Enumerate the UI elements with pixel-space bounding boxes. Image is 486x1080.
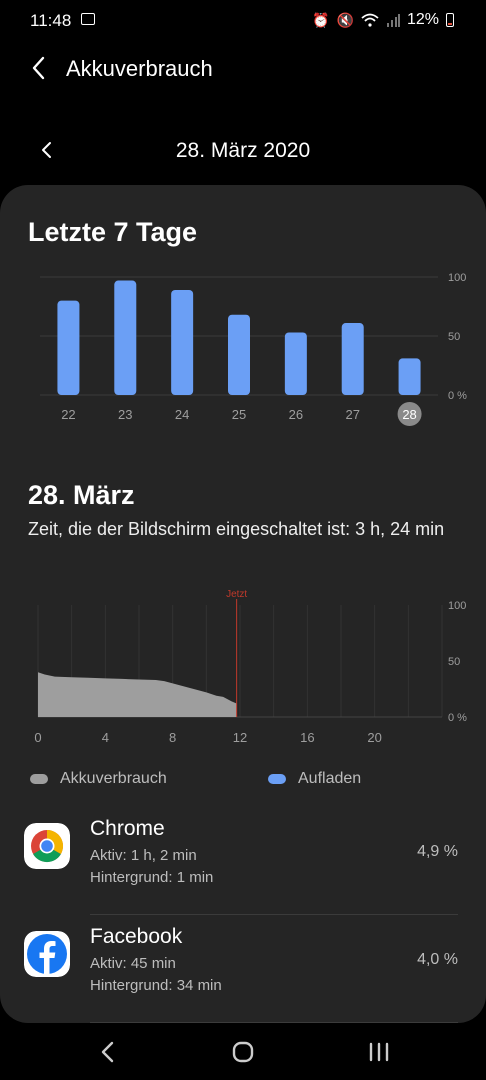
image-icon	[81, 13, 95, 25]
day-usage-chart: 100 50 0 % Jetzt 0 4 8 12 16 20	[34, 589, 467, 745]
y-tick-label: 0 %	[448, 390, 467, 402]
day-title: 28. März	[28, 480, 135, 510]
app-row-chrome[interactable]: Chrome Aktiv: 1 h, 2 min Hintergrund: 1 …	[0, 807, 486, 915]
bar	[341, 323, 364, 395]
bar	[114, 280, 137, 395]
signal-icon	[386, 14, 400, 27]
legend-usage: Akkuverbrauch	[30, 770, 167, 788]
bar	[228, 314, 250, 395]
date-navigator: 28. März 2020	[0, 130, 486, 170]
app-background-time: Hintergrund: 34 min	[90, 977, 222, 994]
x-tick-label: 25	[232, 407, 246, 422]
row-divider	[90, 914, 458, 915]
previous-day-chevron-icon[interactable]	[36, 138, 58, 162]
y-tick-label: 100	[448, 272, 466, 284]
legend-usage-label: Akkuverbrauch	[60, 770, 167, 787]
app-row-facebook[interactable]: Facebook Aktiv: 45 min Hintergrund: 34 m…	[0, 915, 486, 1023]
recents-icon[interactable]	[359, 1037, 399, 1067]
status-icons: ⏰ 🔇 12%	[312, 11, 454, 29]
app-battery-percent: 4,9 %	[417, 843, 458, 860]
legend-usage-swatch	[30, 774, 48, 784]
app-active-time: Aktiv: 45 min	[90, 955, 176, 972]
y-tick-label: 100	[448, 600, 466, 612]
app-battery-percent: 4,0 %	[417, 951, 458, 968]
x-tick-label: 12	[233, 730, 247, 745]
week-title: Letzte 7 Tage	[28, 217, 198, 247]
battery-card: Letzte 7 Tage 100 50 0 % 22 23 24 25 26 27 28 28.…	[0, 185, 486, 1023]
x-tick-label: 24	[175, 407, 189, 422]
y-tick-label: 50	[448, 656, 460, 668]
x-tick-label: 8	[169, 730, 176, 745]
legend-charging-swatch	[268, 774, 286, 784]
usage-area	[38, 672, 237, 717]
legend-charging: Aufladen	[268, 770, 361, 788]
y-tick-label: 50	[448, 331, 460, 343]
selected-day-marker	[397, 402, 422, 426]
status-bar: 11:48 ⏰ 🔇 12%	[0, 0, 486, 40]
home-icon[interactable]	[223, 1037, 263, 1067]
x-tick-label: 0	[34, 730, 41, 745]
y-tick-label: 0 %	[448, 712, 467, 724]
chrome-icon	[24, 823, 70, 869]
bar	[57, 300, 80, 395]
x-tick-label: 26	[289, 407, 303, 422]
x-tick-label: 20	[367, 730, 381, 745]
x-tick-label: 23	[118, 407, 132, 422]
alarm-icon: ⏰	[312, 11, 330, 28]
app-name: Chrome	[90, 817, 165, 840]
app-background-time: Hintergrund: 1 min	[90, 869, 214, 886]
screen-time-text: Zeit, die der Bildschirm eingeschaltet i…	[28, 519, 445, 539]
chart-legend: Akkuverbrauch Aufladen	[30, 770, 470, 794]
status-time: 11:48	[30, 11, 72, 30]
system-navigation-bar	[0, 1023, 486, 1080]
bar	[284, 332, 307, 395]
bar	[398, 358, 421, 395]
bar	[171, 289, 194, 395]
app-bar: Akkuverbrauch	[0, 48, 486, 88]
battery-icon	[446, 13, 454, 27]
x-tick-label: 28	[402, 407, 416, 422]
wifi-icon	[361, 13, 379, 27]
facebook-icon	[24, 931, 70, 977]
legend-charging-label: Aufladen	[298, 770, 362, 787]
x-tick-label: 4	[102, 730, 109, 745]
now-label: Jetzt	[226, 589, 247, 600]
back-icon[interactable]	[88, 1037, 128, 1067]
x-tick-label: 22	[61, 407, 75, 422]
selected-date: 28. März 2020	[175, 139, 311, 162]
x-tick-label: 27	[345, 407, 359, 422]
mute-icon: 🔇	[336, 11, 354, 28]
row-divider	[90, 1022, 458, 1023]
app-active-time: Aktiv: 1 h, 2 min	[90, 847, 197, 864]
page-title: Akkuverbrauch	[66, 56, 213, 81]
x-tick-label: 16	[300, 730, 314, 745]
battery-percent: 12%	[406, 11, 439, 28]
app-name: Facebook	[90, 925, 183, 948]
week-bar-chart: 100 50 0 % 22 23 24 25 26 27 28	[40, 272, 467, 426]
back-arrow-icon[interactable]	[26, 52, 54, 84]
